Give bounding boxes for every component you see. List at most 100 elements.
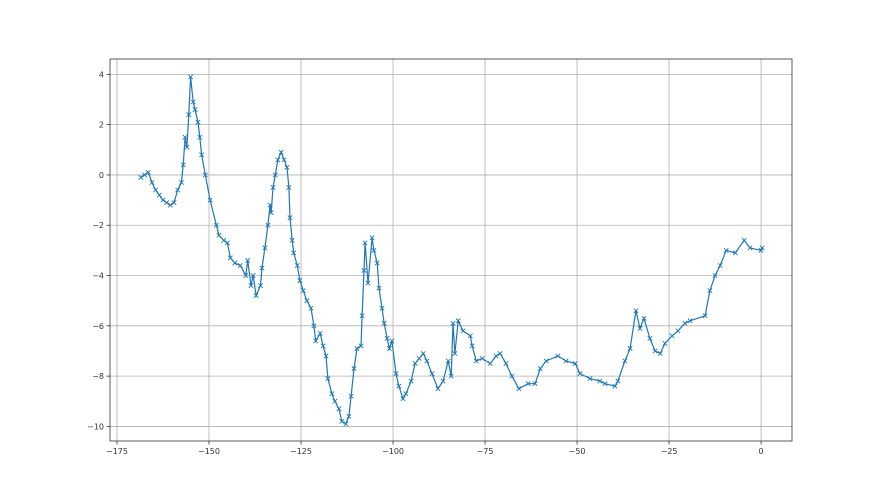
data-point-marker <box>300 288 306 294</box>
data-point-marker <box>657 350 663 357</box>
data-point-marker <box>450 320 456 326</box>
y-tick-label: −10 <box>87 422 104 431</box>
y-tick-label: −4 <box>92 272 104 281</box>
data-point-marker <box>294 262 300 268</box>
y-tick-label: 4 <box>99 70 104 79</box>
data-point-marker <box>487 361 493 367</box>
data-point-marker <box>669 333 675 339</box>
data-point-marker <box>175 187 181 193</box>
data-point-marker <box>167 202 173 208</box>
data-point-marker <box>275 157 281 163</box>
data-point-marker <box>346 413 352 419</box>
data-point-marker <box>602 381 608 387</box>
data-point-marker <box>424 358 430 364</box>
data-point-marker <box>662 340 668 346</box>
data-point-marker <box>178 179 184 185</box>
data-point-marker <box>245 257 251 263</box>
data-point-marker <box>386 345 392 351</box>
data-point-marker <box>343 421 349 427</box>
data-point-marker <box>717 262 723 268</box>
data-point-marker <box>460 328 466 334</box>
data-point-marker <box>369 235 375 241</box>
data-point-marker <box>216 232 222 238</box>
data-point-marker <box>637 325 643 331</box>
data-point-marker <box>213 222 219 228</box>
data-point-marker <box>555 353 561 359</box>
data-point-marker <box>532 381 538 387</box>
data-point-marker <box>572 361 578 367</box>
data-point-marker <box>272 172 278 178</box>
data-point-marker <box>702 313 708 319</box>
data-point-marker <box>243 273 249 279</box>
data-point-marker <box>741 237 747 243</box>
data-point-marker <box>145 169 151 175</box>
x-tick-label: −100 <box>382 447 404 456</box>
data-point-marker <box>408 378 414 384</box>
grid <box>110 59 792 441</box>
data-point-marker <box>199 152 205 158</box>
data-point-marker <box>543 358 549 364</box>
data-point-marker <box>577 371 583 377</box>
data-point-marker <box>467 333 473 339</box>
data-point-marker <box>641 315 647 321</box>
data-point-marker <box>396 383 402 389</box>
data-point-marker <box>509 373 515 379</box>
x-tick-label: −175 <box>106 447 128 456</box>
data-point-marker <box>416 355 422 362</box>
series <box>138 74 765 427</box>
data-point-marker <box>237 262 243 268</box>
y-tick-label: 0 <box>99 171 104 180</box>
data-point-marker <box>389 338 395 344</box>
data-point-marker <box>452 350 458 357</box>
data-point-marker <box>440 378 446 384</box>
data-point-marker <box>291 250 297 256</box>
data-point-marker <box>281 157 287 163</box>
data-point-marker <box>384 335 390 341</box>
data-point-marker <box>469 343 475 349</box>
data-point-marker <box>445 358 451 364</box>
data-point-marker <box>192 107 198 113</box>
y-tick-label: −2 <box>92 221 104 230</box>
data-point-marker <box>308 305 314 311</box>
data-point-marker <box>412 361 418 367</box>
data-point-marker <box>332 398 338 404</box>
data-point-marker <box>374 260 380 266</box>
data-point-marker <box>164 200 170 206</box>
data-point-marker <box>339 418 345 424</box>
axes-frame <box>109 58 793 442</box>
x-tick-label: −25 <box>661 447 678 456</box>
data-point-marker <box>723 247 729 253</box>
data-point-marker <box>400 396 406 402</box>
data-point-marker <box>647 335 653 341</box>
data-point-marker <box>156 192 162 198</box>
data-point-marker <box>267 202 273 208</box>
data-point-marker <box>232 260 238 266</box>
data-point-marker <box>297 278 303 284</box>
data-point-marker <box>732 250 738 256</box>
data-point-marker <box>612 383 618 389</box>
data-point-marker <box>320 343 326 349</box>
y-tick-label: −6 <box>92 322 104 331</box>
data-point-marker <box>479 355 485 362</box>
data-point-marker <box>597 378 603 384</box>
data-point-marker <box>473 358 479 364</box>
data-point-marker <box>197 134 203 140</box>
data-point-marker <box>652 348 658 354</box>
data-point-marker <box>184 144 190 150</box>
data-point-marker <box>253 293 259 299</box>
y-tick-label: 2 <box>99 121 104 130</box>
x-tick-label: −125 <box>290 447 312 456</box>
data-point-marker <box>313 338 319 344</box>
data-point-marker <box>311 323 317 329</box>
data-point-marker <box>455 318 461 324</box>
data-point-marker <box>190 99 196 105</box>
data-point-marker <box>493 353 499 359</box>
data-point-marker <box>207 197 213 203</box>
data-point-marker <box>186 112 192 118</box>
y-tick-label: −8 <box>92 372 104 381</box>
data-point-marker <box>287 215 293 221</box>
data-point-marker <box>362 240 368 246</box>
data-point-marker <box>138 174 144 180</box>
data-point-marker <box>351 366 357 372</box>
